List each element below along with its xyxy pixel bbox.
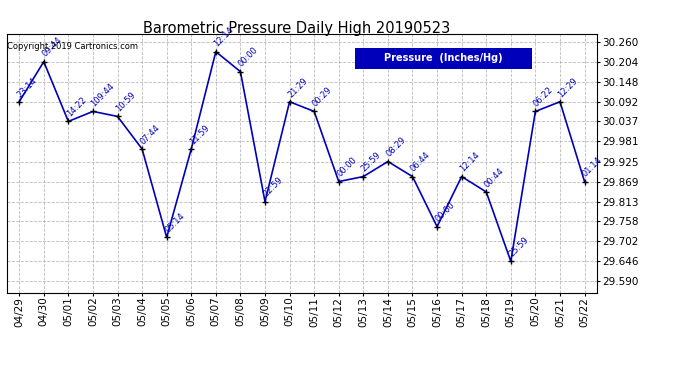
Text: 25:59: 25:59 (359, 151, 383, 174)
Text: 06:44: 06:44 (409, 150, 432, 174)
Text: 06:22: 06:22 (532, 86, 555, 109)
Text: 21:29: 21:29 (286, 76, 309, 99)
Text: 00:29: 00:29 (310, 86, 334, 109)
Text: 109:44: 109:44 (89, 82, 116, 109)
Text: Pressure  (Inches/Hg): Pressure (Inches/Hg) (384, 53, 503, 63)
Text: 25:59: 25:59 (507, 236, 531, 259)
FancyBboxPatch shape (355, 48, 532, 69)
Text: 00:00: 00:00 (237, 46, 260, 69)
Text: 08:29: 08:29 (384, 135, 408, 159)
Text: 12:14: 12:14 (213, 26, 235, 49)
Text: Copyright 2019 Cartronics.com: Copyright 2019 Cartronics.com (8, 42, 139, 51)
Text: 05:14: 05:14 (163, 211, 186, 235)
Text: 07:44: 07:44 (139, 123, 161, 146)
Text: Barometric Pressure Daily High 20190523: Barometric Pressure Daily High 20190523 (143, 21, 451, 36)
Text: 09:44: 09:44 (40, 36, 63, 59)
Text: 00:44: 00:44 (482, 166, 506, 189)
Text: 22:59: 22:59 (262, 176, 284, 199)
Text: 10:59: 10:59 (114, 90, 137, 114)
Text: 23:14: 23:14 (16, 76, 39, 99)
Text: 12:29: 12:29 (556, 76, 580, 99)
Text: 12:14: 12:14 (458, 151, 481, 174)
Text: 11:59: 11:59 (188, 123, 211, 146)
Text: 01:14: 01:14 (581, 156, 604, 179)
Text: 00:00: 00:00 (433, 201, 457, 224)
Text: 00:00: 00:00 (335, 156, 358, 179)
Text: 14:22: 14:22 (65, 96, 88, 118)
